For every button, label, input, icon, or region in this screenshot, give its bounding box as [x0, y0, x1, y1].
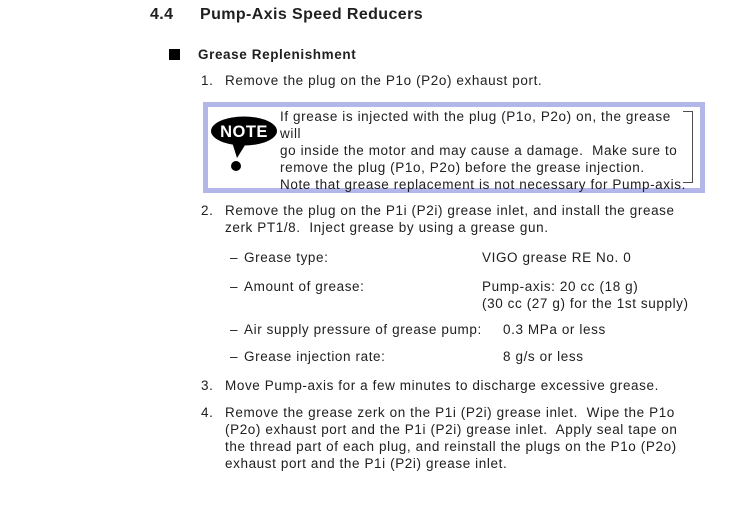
step-number: 3.: [201, 378, 214, 393]
square-bullet-icon: [169, 49, 180, 60]
spec-label: Grease injection rate:: [244, 349, 386, 364]
spec-label: Amount of grease:: [244, 279, 365, 294]
section-heading: 4.4 Pump-Axis Speed Reducers: [150, 6, 423, 24]
step-text: Move Pump-axis for a few minutes to disc…: [225, 378, 659, 393]
step-1: 1. Remove the plug on the P1o (P2o) exha…: [201, 72, 753, 89]
dash-bullet: –: [230, 250, 239, 265]
step-text: Remove the plug on the P1i (P2i) grease …: [225, 203, 675, 235]
spec-value: 0.3 MPa or less: [503, 322, 606, 337]
note-content: NOTE If grease is injected with the plug…: [208, 107, 700, 192]
step-4: 4. Remove the grease zerk on the P1i (P2…: [201, 404, 753, 472]
step-3: 3. Move Pump-axis for a few minutes to d…: [201, 377, 753, 394]
spec-row-amount: – Amount of grease: Pump-axis: 20 cc (18…: [230, 278, 689, 312]
section-number: 4.4: [150, 6, 174, 23]
note-box: NOTE If grease is injected with the plug…: [203, 102, 705, 193]
spec-value: VIGO grease RE No. 0: [482, 250, 632, 265]
dash-bullet: –: [230, 349, 239, 364]
step-number: 4.: [201, 405, 214, 420]
section-title: Pump-Axis Speed Reducers: [200, 6, 423, 23]
spec-row-injection-rate: – Grease injection rate: 8 g/s or less: [230, 348, 584, 365]
spec-value: 8 g/s or less: [503, 349, 584, 364]
step-text: Remove the grease zerk on the P1i (P2i) …: [225, 405, 678, 471]
spec-row-grease-type: – Grease type: VIGO grease RE No. 0: [230, 249, 631, 266]
spec-label: Grease type:: [244, 250, 329, 265]
note-icon-label: NOTE: [220, 123, 268, 141]
dash-bullet: –: [230, 322, 239, 337]
note-speech-bubble-icon: NOTE: [208, 107, 280, 188]
spec-row-air-pressure: – Air supply pressure of grease pump: 0.…: [230, 321, 606, 338]
frame-line-top: [683, 111, 692, 112]
subsection-heading: Grease Replenishment: [169, 47, 356, 62]
frame-line-vertical: [692, 111, 693, 183]
spec-value: Pump-axis: 20 cc (18 g) (30 cc (27 g) fo…: [482, 279, 689, 311]
step-number: 2.: [201, 203, 214, 218]
spec-label: Air supply pressure of grease pump:: [244, 322, 482, 337]
frame-line-bottom: [683, 182, 692, 183]
subsection-title: Grease Replenishment: [198, 47, 357, 62]
step-2: 2. Remove the plug on the P1i (P2i) grea…: [201, 202, 753, 236]
dash-bullet: –: [230, 279, 239, 294]
step-number: 1.: [201, 73, 214, 88]
step-text: Remove the plug on the P1o (P2o) exhaust…: [225, 73, 543, 88]
note-text: If grease is injected with the plug (P1o…: [280, 109, 686, 192]
